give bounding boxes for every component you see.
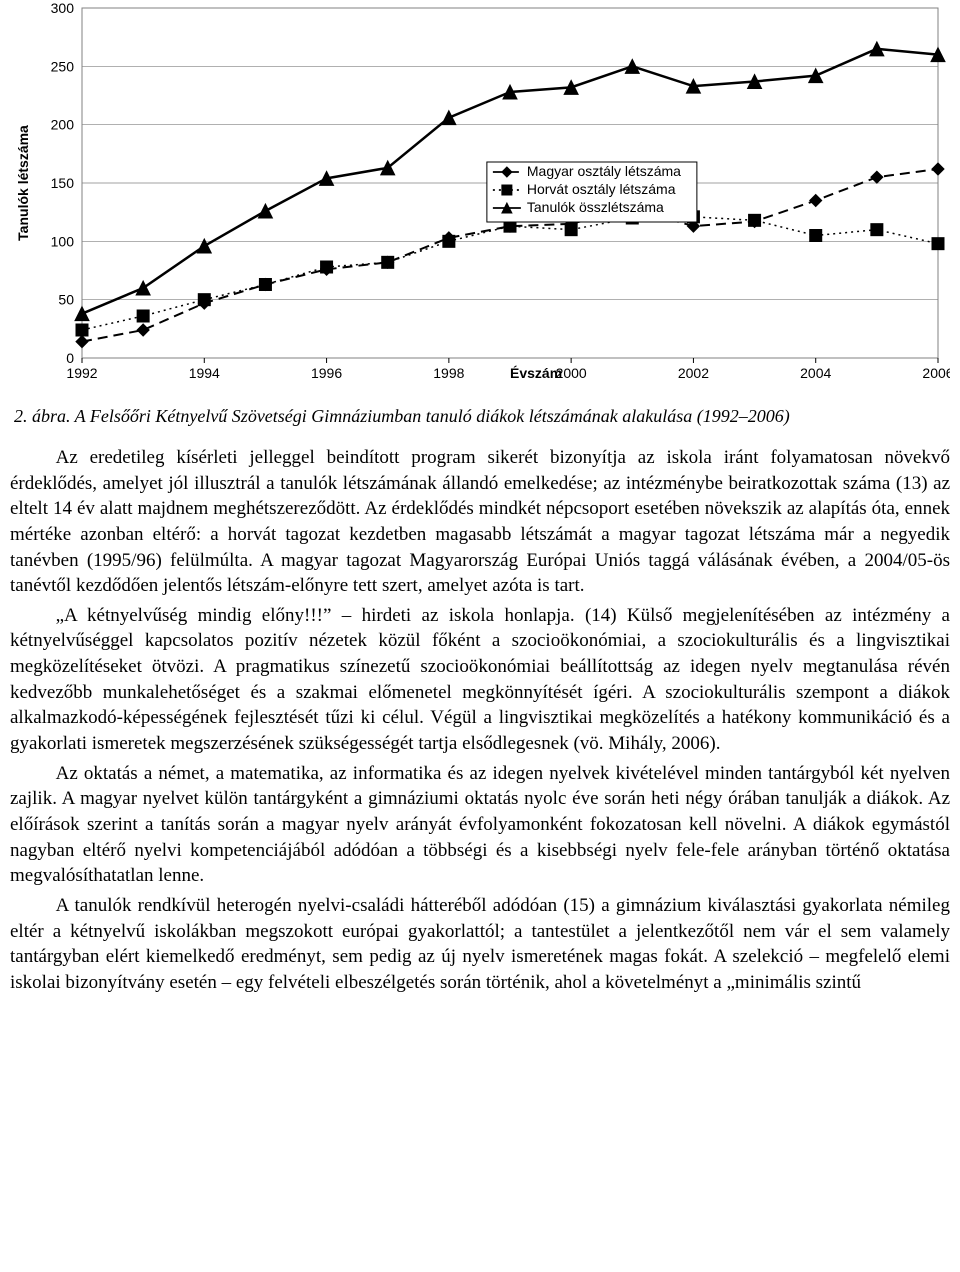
svg-text:Horvát osztály létszáma: Horvát osztály létszáma: [527, 181, 676, 197]
svg-text:1998: 1998: [433, 365, 464, 381]
svg-text:100: 100: [51, 233, 75, 249]
svg-text:50: 50: [58, 292, 74, 308]
svg-text:150: 150: [51, 175, 75, 191]
svg-text:2002: 2002: [678, 365, 709, 381]
svg-text:Magyar osztály létszáma: Magyar osztály létszáma: [527, 163, 681, 179]
paragraph-4: A tanulók rendkívül heterogén nyelvi-csa…: [10, 893, 950, 996]
svg-text:0: 0: [66, 350, 74, 366]
svg-text:250: 250: [51, 58, 75, 74]
body-text: Az eredetileg kísérleti jelleggel beindí…: [10, 445, 950, 995]
paragraph-3: Az oktatás a német, a matematika, az inf…: [10, 761, 950, 889]
svg-text:Évszám: Évszám: [510, 365, 562, 381]
svg-text:2004: 2004: [800, 365, 831, 381]
figure-caption: 2. ábra. A Felsőőri Kétnyelvű Szövetségi…: [14, 406, 950, 427]
svg-text:2006: 2006: [922, 365, 950, 381]
svg-text:Tanulók összlétszáma: Tanulók összlétszáma: [527, 199, 664, 215]
svg-text:200: 200: [51, 117, 75, 133]
paragraph-1: Az eredetileg kísérleti jelleggel beindí…: [10, 445, 950, 599]
svg-text:1992: 1992: [66, 365, 97, 381]
svg-text:Tanulók létszáma: Tanulók létszáma: [15, 125, 31, 241]
svg-text:1996: 1996: [311, 365, 342, 381]
svg-text:1994: 1994: [189, 365, 220, 381]
svg-text:300: 300: [51, 0, 75, 16]
chart-container: 0501001502002503001992199419961998200020…: [10, 0, 950, 400]
paragraph-2: „A kétnyelvűség mindig előny!!!” – hirde…: [10, 603, 950, 757]
line-chart: 0501001502002503001992199419961998200020…: [10, 0, 950, 395]
